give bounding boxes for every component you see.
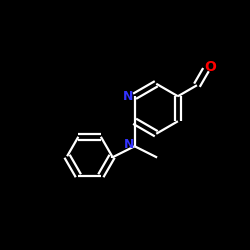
Text: N: N xyxy=(124,138,134,151)
Text: N: N xyxy=(122,90,133,103)
Text: O: O xyxy=(204,60,216,74)
